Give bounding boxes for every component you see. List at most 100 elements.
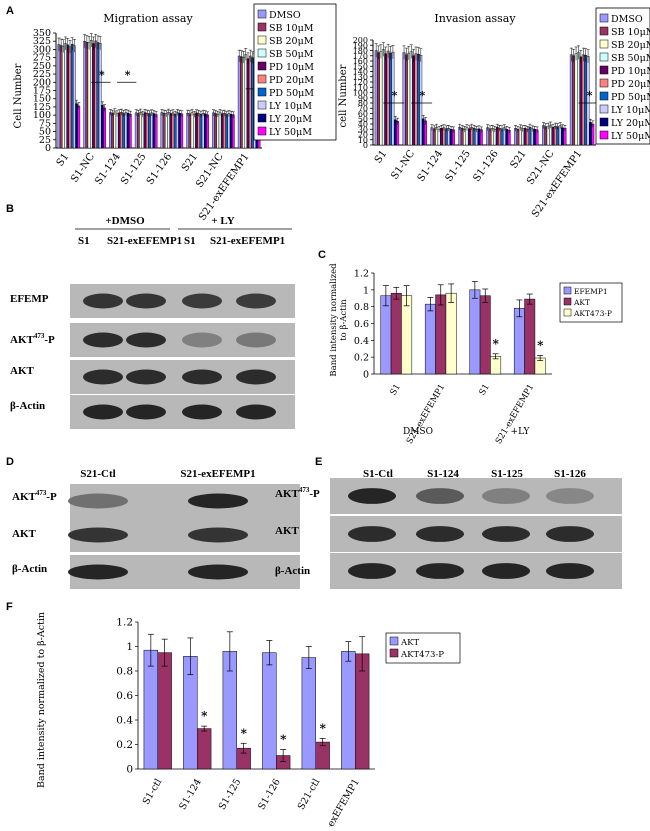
legend-swatch	[599, 13, 609, 23]
y-tick-label: 0.8	[116, 666, 133, 678]
bar	[204, 113, 207, 149]
bar	[248, 55, 252, 149]
bar	[160, 112, 164, 149]
blot-e-row-0-band	[482, 488, 530, 504]
bar	[421, 118, 425, 146]
blot-e-row-akt-p-name: AKT	[275, 488, 300, 500]
chart-f-ylabel: Band intensity normalized to β-Actin	[36, 612, 47, 788]
bar	[479, 295, 491, 375]
legend-swatch	[257, 100, 267, 110]
bar	[197, 728, 212, 770]
blot-b-lane-4: S21-exEFEMP1	[210, 235, 285, 247]
blot-e-lane-1: S1-Ctl	[363, 468, 393, 480]
blot-d-lane-1: S21-Ctl	[80, 468, 115, 480]
blot-b-row-akt-p-sup: 473	[34, 332, 45, 340]
bar	[384, 53, 388, 146]
bar	[223, 112, 226, 149]
bar	[75, 103, 78, 149]
significance-star: *	[280, 732, 287, 746]
bar	[380, 295, 392, 375]
blot-e-row-2-band	[416, 563, 464, 579]
bar	[469, 289, 481, 375]
legend-swatch	[257, 61, 267, 71]
x-tick-label: S21	[509, 148, 529, 170]
bar	[122, 113, 126, 149]
blot-e-row-akt: AKT	[275, 525, 300, 537]
bar	[237, 55, 241, 149]
blot-b-row-2-band	[126, 369, 166, 385]
bar	[227, 113, 231, 149]
chart-c-group-ly: +LY	[511, 427, 531, 437]
y-tick-label: 180	[353, 47, 368, 56]
bar	[386, 50, 390, 146]
legend-label: PD 20μM	[269, 75, 314, 86]
x-tick-label: S1	[389, 383, 403, 398]
y-tick-label: 60	[358, 110, 368, 119]
bar	[262, 652, 277, 770]
chart-c-ylabel-1: Band intensity normalized	[329, 263, 339, 377]
bar	[424, 120, 427, 146]
bar	[216, 113, 220, 149]
blot-d-row-2-band	[188, 564, 248, 580]
invasion-ylabel: cell Number	[338, 64, 349, 127]
bar	[57, 44, 61, 149]
blot-d-row-akt-p-suffix: -P	[46, 491, 57, 503]
bar	[572, 55, 576, 146]
bar	[232, 114, 235, 149]
y-tick-label: 10	[358, 136, 368, 145]
bar	[242, 57, 245, 149]
blot-b-row-actin: β-Actin	[10, 400, 45, 412]
blot-e-row-akt-p-suffix: -P	[309, 488, 320, 500]
bar	[73, 45, 76, 149]
bar	[113, 111, 117, 149]
y-tick-label: 50	[39, 127, 51, 138]
y-tick-label: 0.8	[354, 302, 369, 313]
y-tick-label: 40	[358, 120, 368, 129]
bar	[103, 107, 106, 149]
y-tick-label: 0.2	[354, 353, 369, 364]
legend-label: SB 50μM	[269, 49, 314, 60]
bar	[89, 40, 93, 149]
bar	[92, 43, 95, 149]
legend-swatch	[599, 39, 609, 49]
panel-letter-c: C	[318, 249, 326, 261]
x-tick-label: S1-126	[471, 148, 500, 184]
bar	[381, 49, 385, 146]
chart-f: Band intensity normalized to β-Actin 0 0.…	[36, 612, 461, 831]
y-tick-label: 175	[33, 86, 51, 97]
bar	[165, 113, 168, 149]
x-tick-label: S21-ctl	[296, 777, 323, 812]
blot-e-lane-2: S1-124	[427, 468, 459, 480]
legend-swatch	[563, 297, 572, 306]
bar	[315, 741, 330, 770]
y-tick-label: 150	[33, 94, 51, 105]
invasion-title: Invasion assay	[434, 12, 516, 25]
blot-e-row-akt-p-sup: 473	[299, 486, 310, 494]
bar	[162, 112, 166, 149]
bar	[197, 113, 201, 149]
panel-letter-b: B	[6, 203, 14, 215]
bar	[524, 298, 536, 375]
bar	[141, 113, 145, 149]
bar	[173, 113, 177, 149]
invasion-chart: Invasion assay cell Number 0102030405060…	[338, 12, 600, 220]
blot-b-row-efemp: EFEMP	[10, 293, 49, 305]
legend-label: DMSO	[611, 14, 643, 25]
bar	[150, 112, 153, 149]
blot-e-row-2-band	[546, 563, 594, 579]
legend-label: PD 20μM	[611, 79, 650, 90]
blot-d-row-akt-p-name: AKT	[12, 491, 37, 503]
x-tick-label: S1	[373, 148, 390, 165]
blot-b-lane-1: S1	[78, 235, 90, 247]
bar	[390, 292, 402, 375]
bar	[192, 114, 196, 149]
x-tick-label: S1-125	[217, 777, 243, 812]
legend-swatch	[389, 648, 399, 658]
legend-swatch	[257, 48, 267, 58]
bar	[513, 308, 525, 375]
blot-e-row-actin: β-Actin	[275, 565, 310, 577]
bar	[435, 294, 447, 375]
blot-e: S1-Ctl S1-124 S1-125 S1-126 AKT473-P AKT…	[275, 468, 622, 589]
blot-b-row-2-band	[83, 369, 123, 385]
